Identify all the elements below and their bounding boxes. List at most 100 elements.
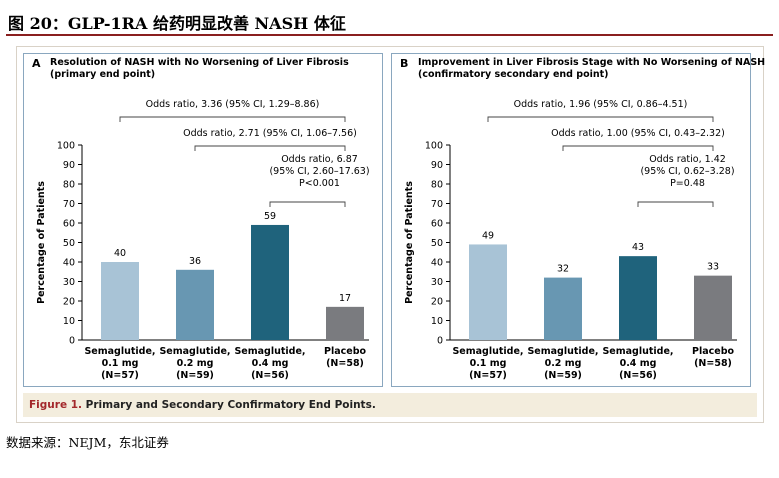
panel-b-letter: B xyxy=(400,57,409,70)
panel-a-bar-4 xyxy=(326,306,364,340)
figure-title-row: 图 20：GLP-1RA 给药明显改善 NASH 体征 xyxy=(6,8,773,36)
panel-b-comparison-3-line-2: (95% CI, 0.62–3.28) xyxy=(640,166,734,177)
panel-a-title: Resolution of NASH with No Worsening of … xyxy=(50,57,349,68)
panel-a-y-tick-label-60: 60 xyxy=(63,219,75,230)
panel-a-bar-3 xyxy=(251,224,289,340)
panel-b-y-tick-label-10: 10 xyxy=(431,316,443,327)
panel-b-comparison-1-line-1: Odds ratio, 1.96 (95% CI, 0.86–4.51) xyxy=(514,99,688,110)
panel-b-category-label-2: Semaglutide, 0.2 mg (N=59) xyxy=(527,346,598,381)
panel-a-subtitle: (primary end point) xyxy=(50,69,156,80)
panel-b-y-tick-label-20: 20 xyxy=(431,297,443,308)
panel-b-y-tick-label-30: 30 xyxy=(431,277,443,288)
panel-b-y-tick-label-80: 80 xyxy=(431,180,443,191)
panel-a-bar-1 xyxy=(101,262,139,340)
panel-a-category-3-line-1: Semaglutide, xyxy=(234,346,305,357)
panel-b-bar-2-value-label: 32 xyxy=(557,264,569,275)
panel-b-category-3-line-3: (N=56) xyxy=(619,370,657,381)
panel-a-comparison-label-2: Odds ratio, 2.71 (95% CI, 1.06–7.56) xyxy=(183,128,357,139)
panel-b-category-1-line-1: Semaglutide, xyxy=(452,346,523,357)
panel-a-comparison-label-3: Odds ratio, 6.87 (95% CI, 2.60–17.63) P<0.… xyxy=(269,154,369,189)
panel-a-comparison-2-line-1: Odds ratio, 2.71 (95% CI, 1.06–7.56) xyxy=(183,128,357,139)
panel-a-bar-2-value-label: 36 xyxy=(189,256,201,267)
panel-b-title: Improvement in Liver Fibrosis Stage with… xyxy=(418,57,766,68)
panel-b-bar-1-value-label: 49 xyxy=(482,230,494,241)
panel-b-y-tick-label-100: 100 xyxy=(425,141,443,152)
panel-b-category-label-4: Placebo (N=58) xyxy=(692,346,735,369)
panel-b-bar-1 xyxy=(469,244,507,340)
panel-b-title-block: Improvement in Liver Fibrosis Stage with… xyxy=(418,57,765,81)
panel-b-comparison-label-3: Odds ratio, 1.42 (95% CI, 0.62–3.28) P=0.4… xyxy=(640,154,734,189)
panel-a-y-tick-label-90: 90 xyxy=(63,160,75,171)
panel-b-y-tick-label-70: 70 xyxy=(431,199,443,210)
panel-a-category-1-line-3: (N=57) xyxy=(101,370,139,381)
panel-a-category-2-line-1: Semaglutide, xyxy=(159,346,230,357)
panel-a-category-label-4: Placebo (N=58) xyxy=(324,346,367,369)
panel-b-category-2-line-3: (N=59) xyxy=(544,370,582,381)
panel-a-comparison-1-line-1: Odds ratio, 3.36 (95% CI, 1.29–8.86) xyxy=(146,99,320,110)
source-note: 数据来源：NEJM，东北证券 xyxy=(6,435,169,450)
panel-a-bar-2 xyxy=(176,269,214,340)
panel-a-chart: Percentage of Patients 0 10 20 30 40 50 60 70 80 9… xyxy=(36,99,370,381)
panel-b-bar-4 xyxy=(694,275,732,340)
panel-b-comparison-3-line-1: Odds ratio, 1.42 xyxy=(649,154,726,165)
panel-b-comparison-2-line-1: Odds ratio, 1.00 (95% CI, 0.43–2.32) xyxy=(551,128,725,139)
panel-a-y-tick-label-20: 20 xyxy=(63,297,75,308)
caption-label: Figure 1. xyxy=(29,399,83,411)
panel-a-category-4-line-1: Placebo xyxy=(324,346,367,357)
panel-b-bar-3-value-label: 43 xyxy=(632,242,644,253)
panel-b-category-2-line-1: Semaglutide, xyxy=(527,346,598,357)
panel-b-category-1-line-3: (N=57) xyxy=(469,370,507,381)
panel-b-category-label-1: Semaglutide, 0.1 mg (N=57) xyxy=(452,346,523,381)
panel-b-comparison-bracket-3 xyxy=(637,201,714,207)
panel-a-comparison-label-1: Odds ratio, 3.36 (95% CI, 1.29–8.86) xyxy=(146,99,320,110)
panel-a-category-1-line-1: Semaglutide, xyxy=(84,346,155,357)
panel-a-category-2-line-2: 0.2 mg xyxy=(177,358,214,369)
panel-a-y-tick-label-0: 0 xyxy=(69,336,75,347)
panel-b-y-tick-label-0: 0 xyxy=(437,336,443,347)
panel-b-category-label-3: Semaglutide, 0.4 mg (N=56) xyxy=(602,346,673,381)
figure-frame: A Resolution of NASH with No Worsening o… xyxy=(16,46,765,423)
panel-b-subtitle: (confirmatory secondary end point) xyxy=(418,69,609,80)
panel-b: B Improvement in Liver Fibrosis Stage wi… xyxy=(391,53,765,387)
panel-b-category-4-line-1: Placebo xyxy=(692,346,735,357)
panel-a-category-1-line-2: 0.1 mg xyxy=(102,358,139,369)
panel-a-bar-4-value-label: 17 xyxy=(339,293,351,304)
panel-b-category-3-line-2: 0.4 mg xyxy=(620,358,657,369)
panel-a-category-2-line-3: (N=59) xyxy=(176,370,214,381)
panel-b-y-tick-label-90: 90 xyxy=(431,160,443,171)
panel-a-comparison-3-line-3: P<0.001 xyxy=(299,178,340,189)
panel-a-comparison-3-line-1: Odds ratio, 6.87 xyxy=(281,154,358,165)
panel-a-comparison-bracket-2 xyxy=(194,145,346,151)
panel-b-comparison-bracket-1 xyxy=(487,116,714,122)
panel-a-comparison-3-line-2: (95% CI, 2.60–17.63) xyxy=(269,166,369,177)
panel-a-y-tick-label-50: 50 xyxy=(63,238,75,249)
panel-b-comparison-3-line-3: P=0.48 xyxy=(670,178,705,189)
panel-a-y-tick-label-10: 10 xyxy=(63,316,75,327)
panel-b-y-tick-label-60: 60 xyxy=(431,219,443,230)
panel-b-comparison-label-1: Odds ratio, 1.96 (95% CI, 0.86–4.51) xyxy=(514,99,688,110)
panel-a-category-4-line-2: (N=58) xyxy=(326,358,364,369)
panel-b-chart: Percentage of Patients 0 10 20 30 40 50 60 70 80 9… xyxy=(404,99,737,381)
panel-b-category-1-line-2: 0.1 mg xyxy=(470,358,507,369)
panel-a-y-tick-label-70: 70 xyxy=(63,199,75,210)
panel-a-category-label-2: Semaglutide, 0.2 mg (N=59) xyxy=(159,346,230,381)
panel-a-comparison-bracket-3 xyxy=(269,201,346,207)
panel-b-category-2-line-2: 0.2 mg xyxy=(545,358,582,369)
panel-b-y-axis-label: Percentage of Patients xyxy=(404,181,415,304)
panel-b-bar-4-value-label: 33 xyxy=(707,262,719,273)
panel-b-category-3-line-1: Semaglutide, xyxy=(602,346,673,357)
panel-a-category-label-1: Semaglutide, 0.1 mg (N=57) xyxy=(84,346,155,381)
panel-a-bar-3-value-label: 59 xyxy=(264,211,276,222)
panel-a-y-axis-label: Percentage of Patients xyxy=(36,181,47,304)
panel-b-y-tick-label-50: 50 xyxy=(431,238,443,249)
panel-a-y-tick-label-40: 40 xyxy=(63,258,75,269)
panel-b-comparison-label-2: Odds ratio, 1.00 (95% CI, 0.43–2.32) xyxy=(551,128,725,139)
panel-a-category-3-line-2: 0.4 mg xyxy=(252,358,289,369)
panel-a-category-3-line-3: (N=56) xyxy=(251,370,289,381)
panel-b-bar-2 xyxy=(544,277,582,340)
panel-b-y-tick-label-40: 40 xyxy=(431,258,443,269)
panel-a-y-tick-label-100: 100 xyxy=(57,141,75,152)
panel-a-y-tick-label-80: 80 xyxy=(63,180,75,191)
panel-a-y-tick-label-30: 30 xyxy=(63,277,75,288)
panel-b-category-4-line-2: (N=58) xyxy=(694,358,732,369)
